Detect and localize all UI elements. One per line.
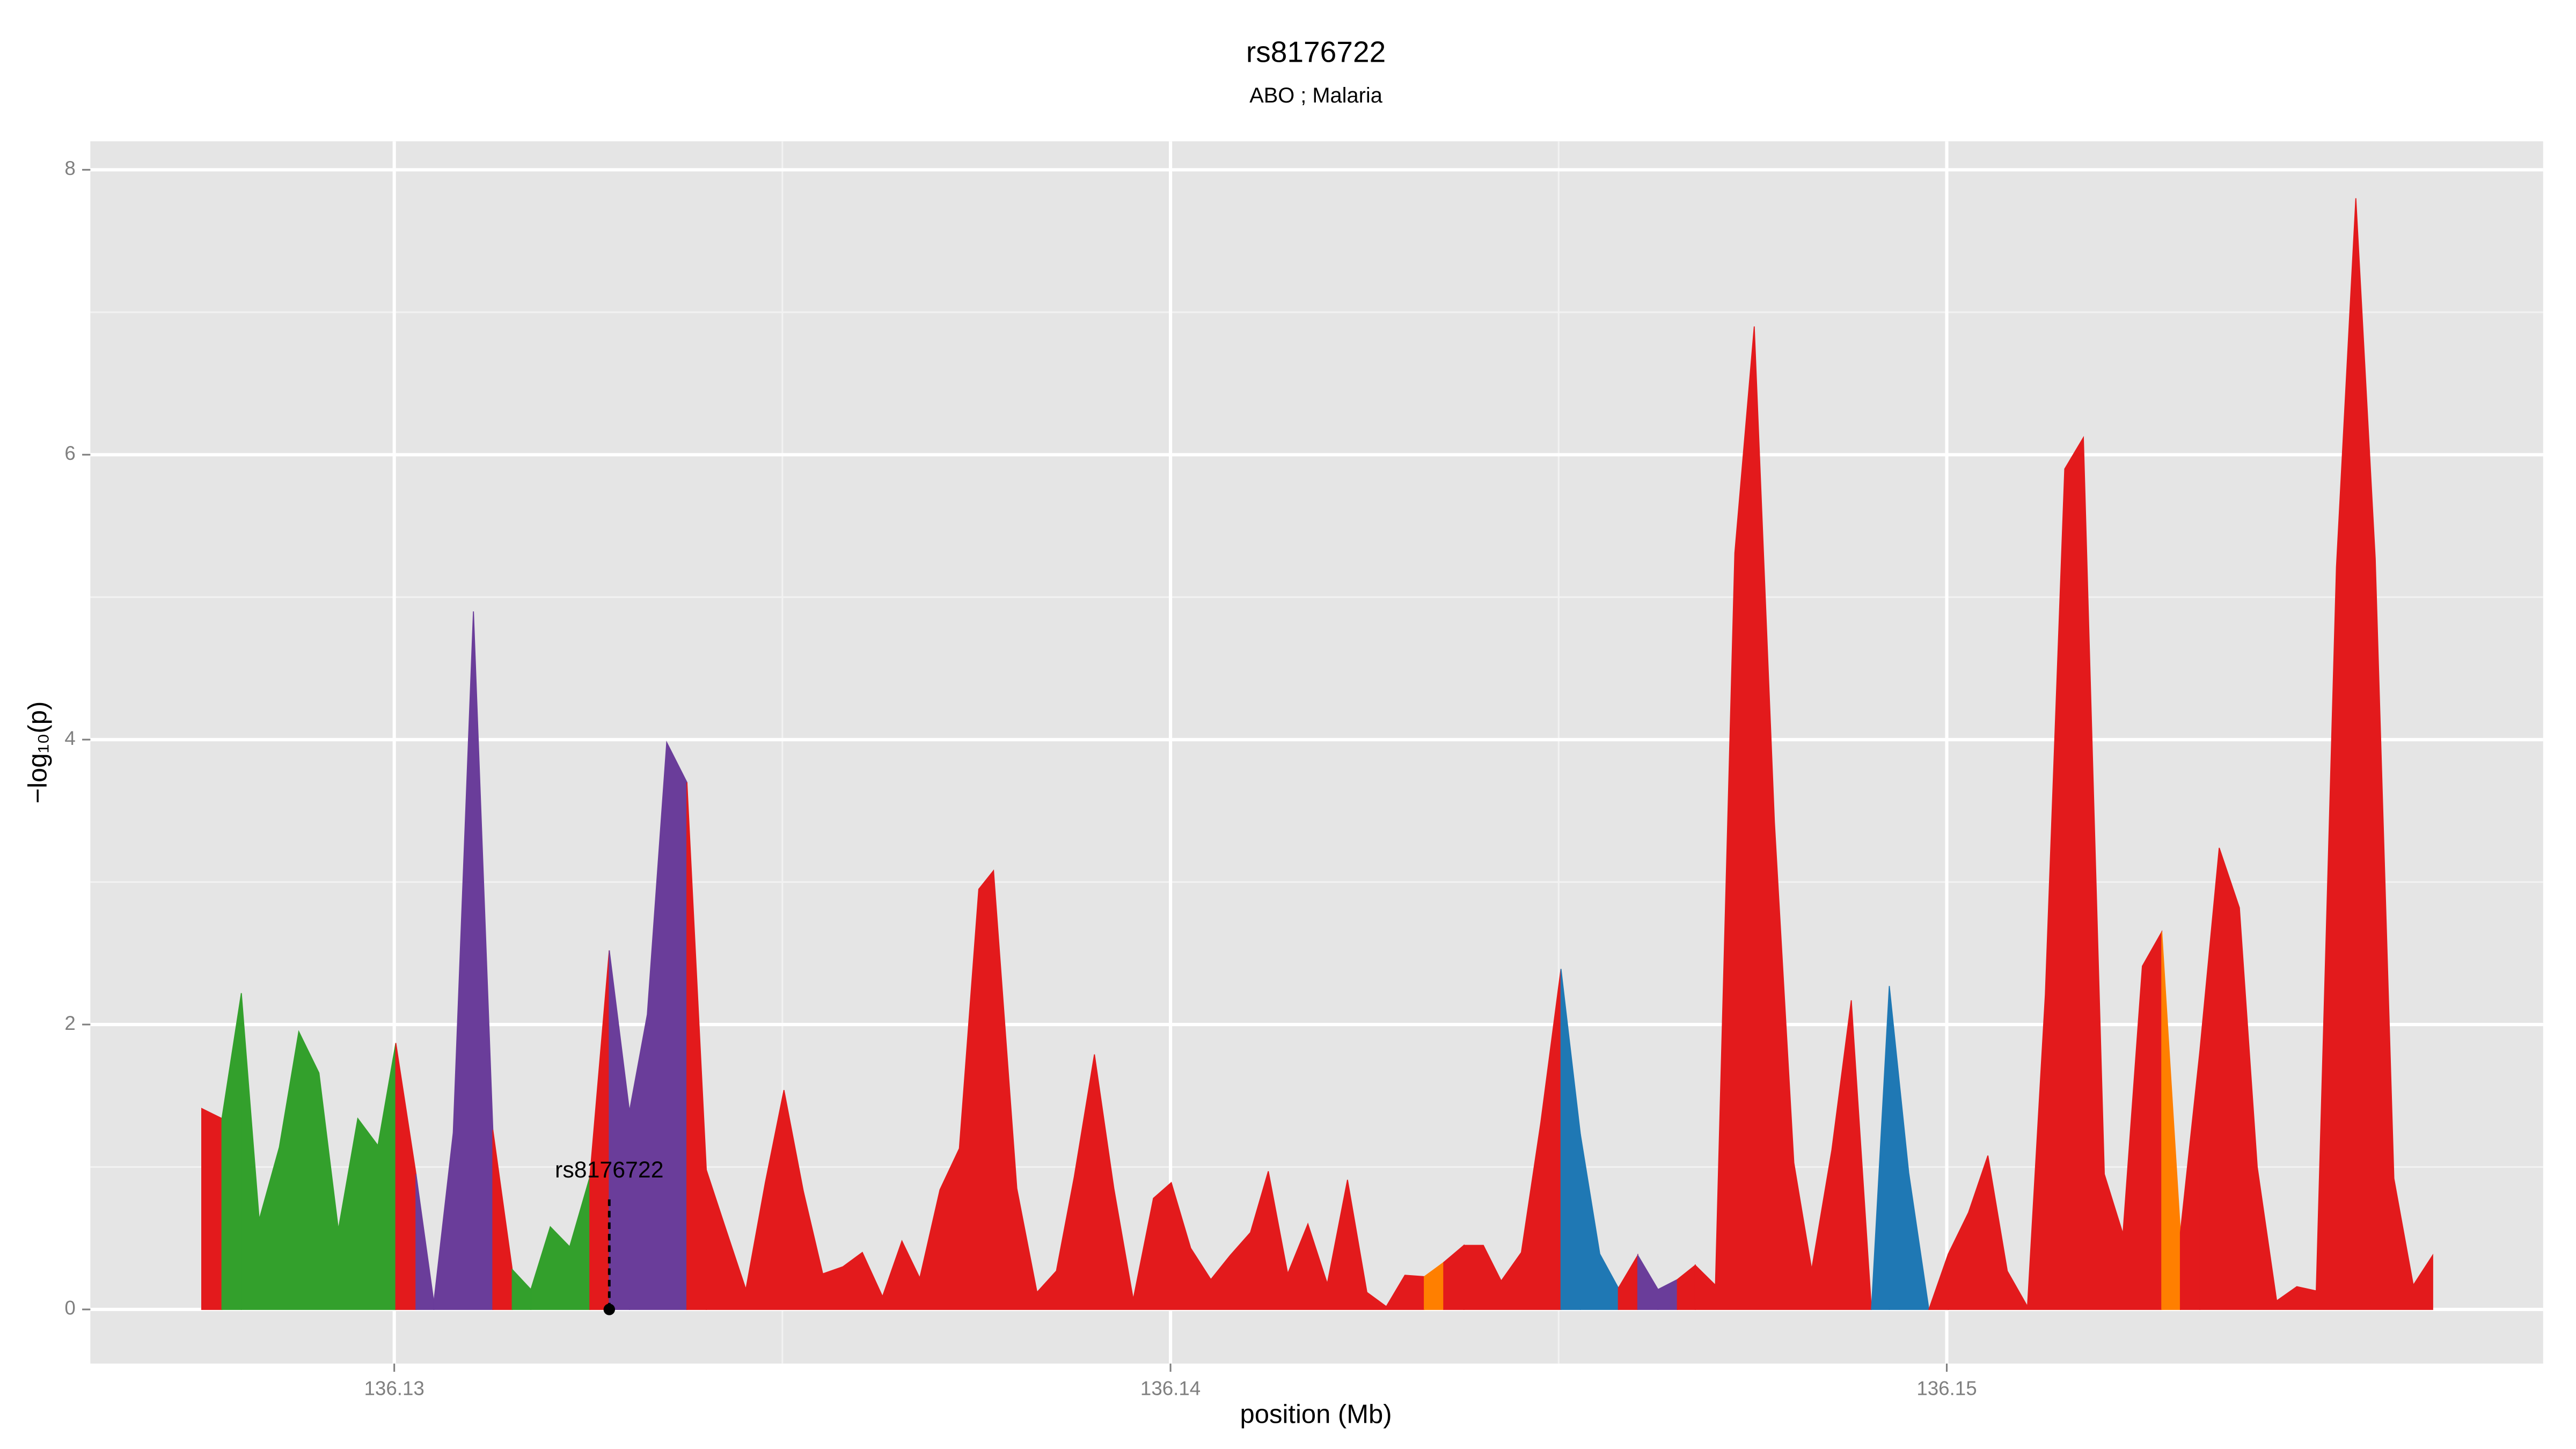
y-tick-label: 4 — [64, 727, 75, 749]
x-tick-label: 136.14 — [1140, 1377, 1201, 1399]
axes: 136.13 136.14 136.15 0 2 4 6 8 — [64, 157, 1977, 1399]
highlight-label: rs8176722 — [555, 1157, 663, 1183]
x-tick-label: 136.13 — [364, 1377, 424, 1399]
area-segment — [1694, 326, 1872, 1310]
area-segment — [1948, 436, 2163, 1310]
x-tick-label: 136.15 — [1916, 1377, 1977, 1399]
x-axis-label: position (Mb) — [1240, 1400, 1392, 1429]
area-segment — [201, 1108, 223, 1310]
highlight-point — [603, 1304, 616, 1315]
y-tick-label: 6 — [64, 442, 75, 464]
y-tick-label: 2 — [64, 1012, 75, 1034]
chart-subtitle: ABO ; Malaria — [1249, 84, 1382, 107]
y-tick-label: 0 — [64, 1297, 75, 1319]
area-segment — [2199, 198, 2433, 1310]
area-segment — [1579, 1134, 1619, 1310]
y-axis-label: −log₁₀(p) — [23, 701, 52, 804]
area-segment — [706, 869, 1425, 1310]
area-segment — [1889, 986, 1930, 1310]
areas: rs8176722 — [201, 198, 2433, 1315]
y-tick-label: 8 — [64, 157, 75, 179]
chart-title: rs8176722 — [1246, 35, 1386, 69]
